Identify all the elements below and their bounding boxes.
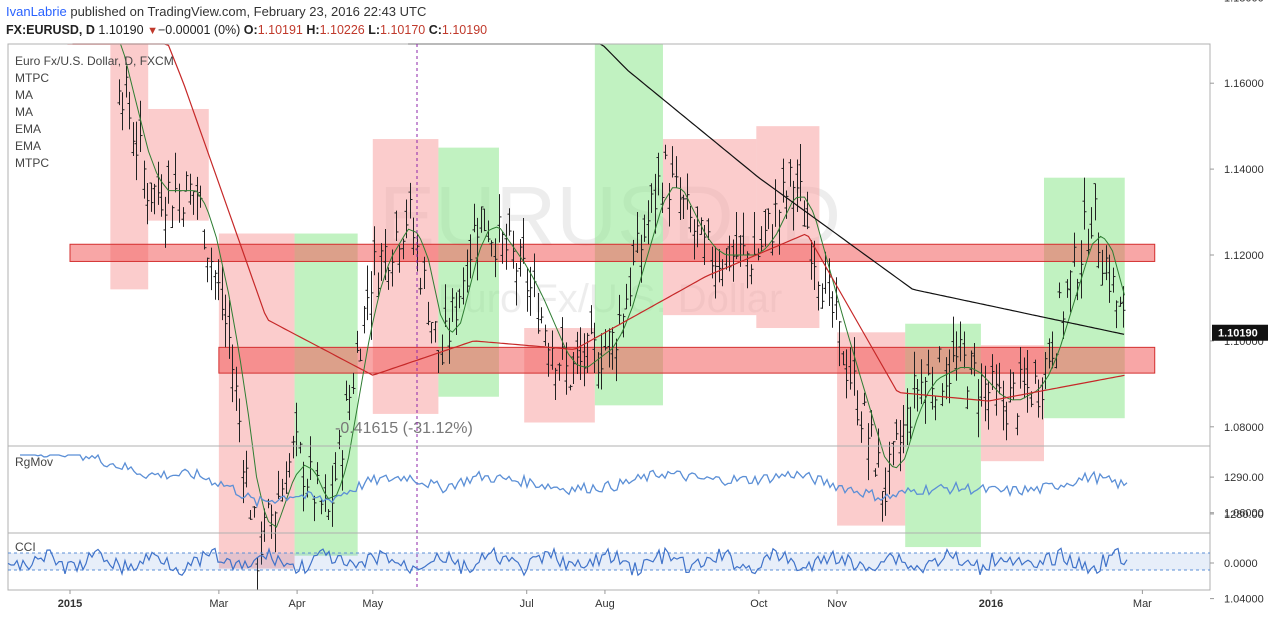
legend-item: MTPC (15, 71, 49, 85)
low-value: 1.10170 (380, 23, 426, 37)
legend-item: Euro Fx/U.S. Dollar, D, FXCM (15, 54, 174, 68)
x-tick-label: Oct (750, 598, 767, 610)
y-tick-label: 1.16000 (1224, 78, 1264, 90)
legend-item: MA (15, 88, 33, 102)
bear-zone (662, 139, 757, 316)
y-tick-label: 1.14000 (1224, 164, 1264, 176)
y-tick-label: 1.06000 (1224, 508, 1264, 520)
measure-label: -0.41615 (-31.12%) (335, 420, 473, 437)
open-value: 1.10191 (257, 23, 303, 37)
close-label: C: (428, 23, 442, 37)
chart-header: IvanLabrie published on TradingView.com,… (0, 0, 1270, 44)
y-tick-label: 1280.00 (1224, 509, 1264, 521)
x-tick-label: Jul (520, 598, 534, 610)
x-tick-label: 2015 (58, 598, 82, 610)
last-price-tag-label: 1.10190 (1218, 328, 1258, 340)
x-tick-label: Mar (209, 598, 228, 610)
cci-band (8, 553, 1210, 570)
x-tick-label: Mar (1133, 598, 1152, 610)
price-change: −0.00001 (0%) (157, 23, 241, 37)
chart-frame (7, 43, 1211, 591)
y-tick-label: 1290.00 (1224, 472, 1264, 484)
cci-title: CCI (15, 540, 36, 554)
bear-zone (148, 108, 209, 221)
last-price: 1.10190 (98, 23, 144, 37)
legend-item: EMA (15, 122, 41, 136)
y-tick-label: 1.04000 (1224, 594, 1264, 606)
last-price-tag (1212, 324, 1268, 341)
x-tick-label: 2016 (979, 598, 1003, 610)
y-tick-label: 1.12000 (1224, 250, 1264, 262)
low-label: L: (368, 23, 381, 37)
rgmov-title: RgMov (15, 455, 53, 469)
bull-zone (294, 233, 358, 556)
legend-item: MTPC (15, 156, 49, 170)
main-legend: Euro Fx/U.S. Dollar, D, FXCM MTPC MA MA EMA E… (15, 54, 174, 170)
down-arrow-icon: ▼ (147, 25, 158, 37)
legend-item: EMA (15, 139, 41, 153)
close-value: 1.10190 (441, 23, 488, 37)
bear-zone (218, 233, 295, 569)
ohlc-line: FX:EURUSD, D 1.10190 ▼−0.00001 (0%) O:1.… (6, 23, 487, 37)
legend-item: MA (15, 105, 33, 119)
published-text: published on TradingView.com, February 2… (70, 4, 427, 19)
plot-border (7, 43, 1211, 591)
y-tick-label: 1.08000 (1224, 422, 1264, 434)
author-link[interactable]: IvanLabrie (6, 4, 67, 19)
rgmov-line (20, 453, 1128, 509)
high-value: 1.10226 (319, 23, 365, 37)
support-resistance-bands (69, 243, 1156, 374)
ohlc-bars (117, 65, 1126, 590)
open-label: O: (243, 23, 258, 37)
bull-zone (594, 44, 663, 406)
ma-green-line (72, 43, 1125, 528)
y-tick-label: 0.0000 (1224, 558, 1258, 570)
x-tick-label: Aug (595, 598, 615, 610)
axes: 1.200001.180001.160001.140001.120001.100… (58, 0, 1268, 610)
ma-red-line (72, 43, 1125, 402)
indicator-panes: RgMov 1290.00 1280.00 CCI 0.0000 (7, 453, 1264, 577)
symbol-label[interactable]: FX:EURUSD, D (6, 23, 95, 37)
x-tick-label: Nov (827, 598, 847, 610)
x-tick-label: May (362, 598, 383, 610)
high-label: H: (306, 23, 320, 37)
sr-band (218, 346, 1156, 374)
x-tick-label: Apr (289, 598, 306, 610)
cci-line (7, 546, 1128, 577)
publish-line: IvanLabrie published on TradingView.com,… (6, 4, 426, 19)
moving-averages: -0.41615 (-31.12%) (72, 43, 1125, 528)
sr-band (69, 243, 1156, 262)
y-tick-label: 1.18000 (1224, 0, 1264, 4)
